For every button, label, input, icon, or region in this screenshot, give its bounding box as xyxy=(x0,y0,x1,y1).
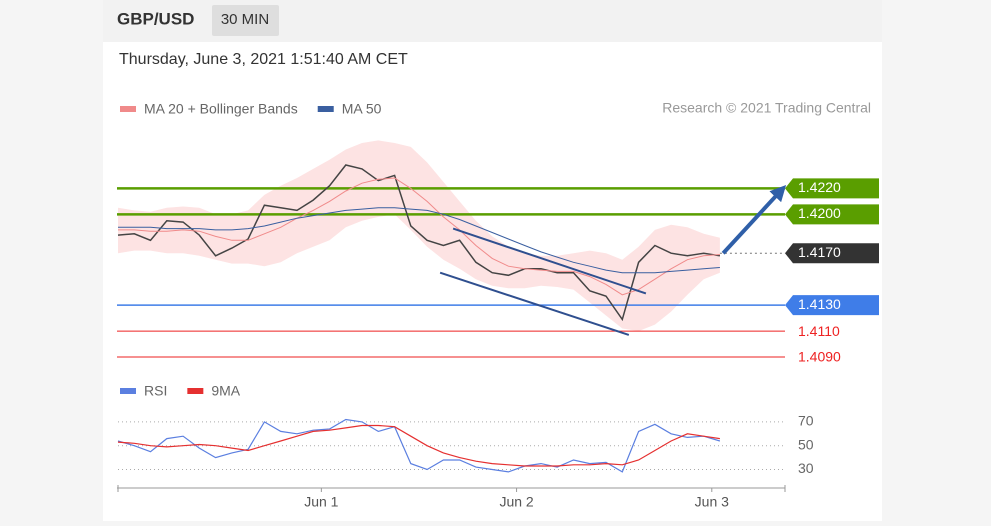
trend-arrow xyxy=(721,184,787,255)
legend-label: RSI xyxy=(144,383,167,399)
bollinger-band xyxy=(118,140,720,332)
level-label: 1.4220 xyxy=(798,179,841,195)
timestamp: Thursday, June 3, 2021 1:51:40 AM CET xyxy=(119,51,408,68)
x-tick-label: Jun 1 xyxy=(304,494,338,510)
level-label: 1.4200 xyxy=(798,205,841,221)
y-tick-label: 30 xyxy=(798,460,814,476)
legend-label: MA 50 xyxy=(342,101,382,117)
credit: Research © 2021 Trading Central xyxy=(662,100,871,116)
rsi-line xyxy=(117,418,721,473)
legend-swatch xyxy=(120,106,136,112)
level-box xyxy=(785,178,879,199)
level-box xyxy=(785,204,879,225)
legend-swatch xyxy=(187,388,204,394)
level-label: 1.4110 xyxy=(798,323,840,339)
trend-line xyxy=(452,227,647,295)
legend-swatch xyxy=(317,106,334,112)
level-label: 1.4090 xyxy=(798,349,841,365)
price-line xyxy=(118,207,720,274)
legend-label: MA 20 + Bollinger Bands xyxy=(144,101,298,117)
rsi-line xyxy=(117,424,720,467)
legend-swatch xyxy=(120,388,136,394)
y-tick-label: 70 xyxy=(798,413,814,429)
x-tick-label: Jun 3 xyxy=(695,494,729,510)
trend-line xyxy=(439,271,630,336)
level-label: 1.4130 xyxy=(798,296,841,312)
price-line xyxy=(118,177,720,296)
x-tick-label: Jun 2 xyxy=(499,494,533,510)
level-box xyxy=(785,243,879,264)
legend-label: 9MA xyxy=(211,383,240,399)
interval-box xyxy=(212,5,279,36)
pair: GBP/USD xyxy=(117,9,194,28)
price-line xyxy=(117,164,721,322)
level-box xyxy=(785,295,879,316)
level-label: 1.4170 xyxy=(798,244,841,260)
y-tick-label: 50 xyxy=(798,436,814,452)
interval: 30 MIN xyxy=(221,11,269,28)
